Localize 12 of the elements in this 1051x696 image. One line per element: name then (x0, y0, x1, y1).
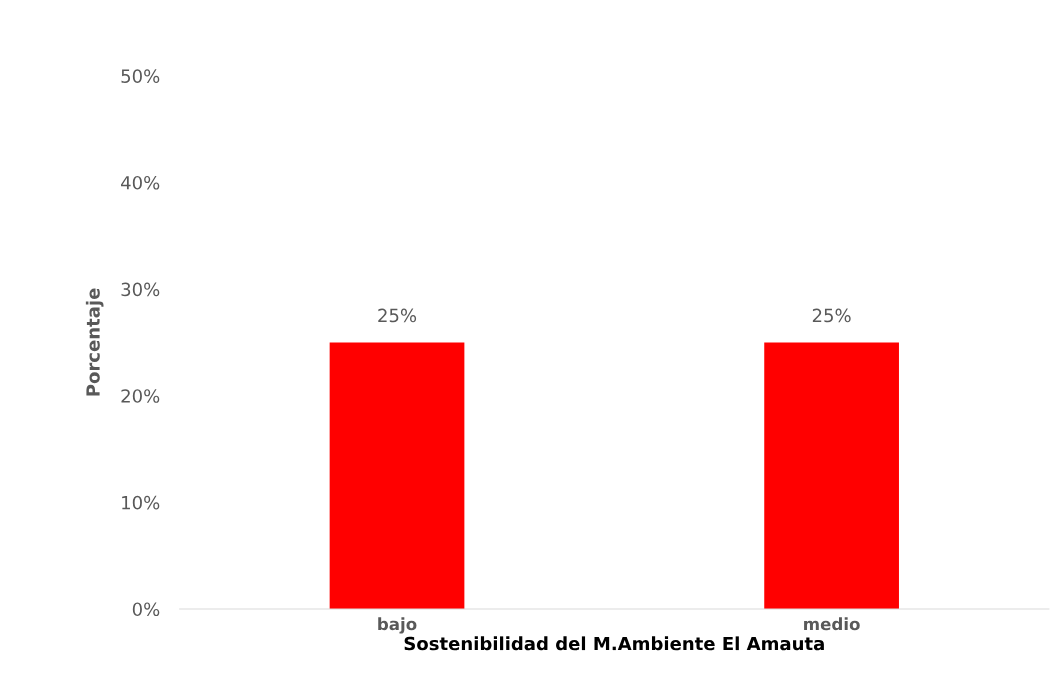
y-tick-label: 50% (121, 69, 160, 83)
y-tick-label: 0% (132, 602, 160, 617)
y-tick-label: 40% (121, 175, 160, 190)
data-label: 25% (812, 308, 851, 323)
x-tick-label: medio (804, 617, 860, 631)
y-axis-title: Porcentaje (85, 288, 104, 396)
y-tick-label: 30% (121, 282, 160, 297)
data-label: 25% (378, 308, 417, 323)
x-axis-title: Sostenibilidad del M.Ambiente El Amauta (404, 636, 824, 651)
y-tick-label: 20% (121, 389, 160, 403)
x-tick-label: bajo (378, 617, 417, 634)
y-tick-label: 10% (122, 495, 160, 510)
